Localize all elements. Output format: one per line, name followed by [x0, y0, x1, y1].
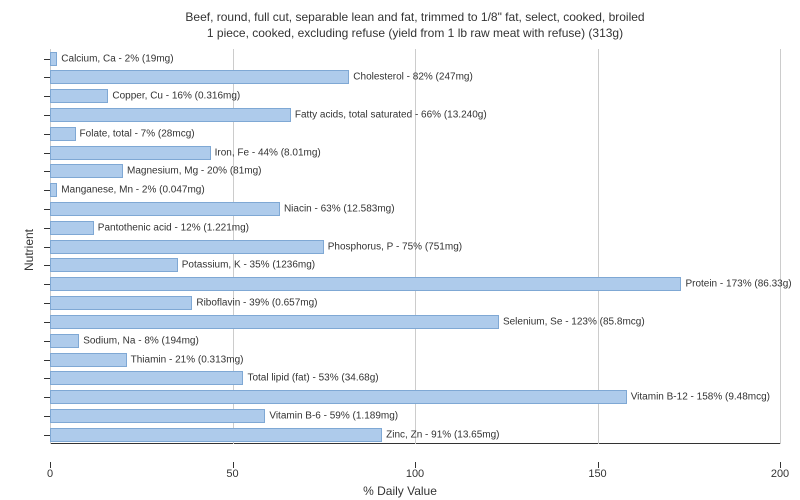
- nutrient-bar: [50, 353, 127, 367]
- nutrient-bar: [50, 108, 291, 122]
- nutrient-bar: [50, 277, 681, 291]
- bar-row: Riboflavin - 39% (0.657mg): [50, 294, 780, 313]
- bar-row: Folate, total - 7% (28mcg): [50, 124, 780, 143]
- nutrient-bar: [50, 315, 499, 329]
- bar-row: Thiamin - 21% (0.313mg): [50, 350, 780, 369]
- nutrient-bar: [50, 146, 211, 160]
- nutrient-bar: [50, 296, 192, 310]
- bar-label: Selenium, Se - 123% (85.8mcg): [503, 316, 645, 327]
- bar-label: Manganese, Mn - 2% (0.047mg): [61, 185, 204, 196]
- x-axis-label: % Daily Value: [363, 484, 437, 498]
- nutrient-bar: [50, 334, 79, 348]
- title-line-2: 1 piece, cooked, excluding refuse (yield…: [207, 26, 623, 40]
- bar-label: Magnesium, Mg - 20% (81mg): [127, 166, 262, 177]
- bar-label: Iron, Fe - 44% (8.01mg): [215, 147, 321, 158]
- bar-label: Fatty acids, total saturated - 66% (13.2…: [295, 110, 487, 121]
- bar-label: Potassium, K - 35% (1236mg): [182, 260, 315, 271]
- bar-label: Protein - 173% (86.33g): [685, 279, 791, 290]
- x-tick-label: 200: [771, 468, 789, 480]
- nutrient-bar: [50, 183, 57, 197]
- nutrient-bar: [50, 52, 57, 66]
- bar-row: Fatty acids, total saturated - 66% (13.2…: [50, 106, 780, 125]
- nutrient-bar: [50, 258, 178, 272]
- bar-row: Zinc, Zn - 91% (13.65mg): [50, 425, 780, 444]
- bar-row: Manganese, Mn - 2% (0.047mg): [50, 181, 780, 200]
- chart-title: Beef, round, full cut, separable lean an…: [50, 10, 780, 41]
- nutrient-chart: Beef, round, full cut, separable lean an…: [0, 0, 800, 500]
- bar-row: Vitamin B-6 - 59% (1.189mg): [50, 407, 780, 426]
- nutrient-bar: [50, 164, 123, 178]
- x-tick-label: 150: [588, 468, 606, 480]
- bar-label: Pantothenic acid - 12% (1.221mg): [98, 222, 249, 233]
- bar-row: Phosphorus, P - 75% (751mg): [50, 237, 780, 256]
- bar-label: Thiamin - 21% (0.313mg): [131, 354, 244, 365]
- bar-label: Cholesterol - 82% (247mg): [353, 72, 473, 83]
- nutrient-bar: [50, 428, 382, 442]
- bar-label: Calcium, Ca - 2% (19mg): [61, 53, 173, 64]
- y-axis-label: Nutrient: [22, 229, 36, 271]
- bar-row: Potassium, K - 35% (1236mg): [50, 256, 780, 275]
- nutrient-bar: [50, 409, 265, 423]
- bar-row: Total lipid (fat) - 53% (34.68g): [50, 369, 780, 388]
- nutrient-bar: [50, 127, 76, 141]
- nutrient-bar: [50, 202, 280, 216]
- bar-row: Iron, Fe - 44% (8.01mg): [50, 143, 780, 162]
- bar-label: Sodium, Na - 8% (194mg): [83, 335, 199, 346]
- bar-label: Total lipid (fat) - 53% (34.68g): [247, 373, 378, 384]
- bar-row: Sodium, Na - 8% (194mg): [50, 331, 780, 350]
- plot-area: Calcium, Ca - 2% (19mg) Cholesterol - 82%…: [50, 49, 780, 444]
- nutrient-bar: [50, 240, 324, 254]
- nutrient-bar: [50, 89, 108, 103]
- bar-row: Magnesium, Mg - 20% (81mg): [50, 162, 780, 181]
- bar-row: Copper, Cu - 16% (0.316mg): [50, 87, 780, 106]
- bar-row: Cholesterol - 82% (247mg): [50, 68, 780, 87]
- bar-label: Riboflavin - 39% (0.657mg): [196, 298, 317, 309]
- x-tick-label: 100: [406, 468, 424, 480]
- nutrient-bar: [50, 371, 243, 385]
- nutrient-bar: [50, 390, 627, 404]
- bar-label: Zinc, Zn - 91% (13.65mg): [386, 429, 499, 440]
- bar-row: Vitamin B-12 - 158% (9.48mcg): [50, 388, 780, 407]
- bar-label: Phosphorus, P - 75% (751mg): [328, 241, 462, 252]
- x-tick-label: 0: [47, 468, 53, 480]
- bar-label: Niacin - 63% (12.583mg): [284, 204, 395, 215]
- bar-row: Niacin - 63% (12.583mg): [50, 200, 780, 219]
- bar-row: Selenium, Se - 123% (85.8mcg): [50, 313, 780, 332]
- bar-label: Folate, total - 7% (28mcg): [80, 128, 195, 139]
- bar-label: Copper, Cu - 16% (0.316mg): [112, 91, 240, 102]
- bar-row: Calcium, Ca - 2% (19mg): [50, 49, 780, 68]
- bar-label: Vitamin B-12 - 158% (9.48mcg): [631, 392, 770, 403]
- bar-label: Vitamin B-6 - 59% (1.189mg): [269, 410, 398, 421]
- title-line-1: Beef, round, full cut, separable lean an…: [185, 10, 644, 24]
- nutrient-bar: [50, 221, 94, 235]
- bar-row: Protein - 173% (86.33g): [50, 275, 780, 294]
- grid-line: [780, 49, 781, 444]
- nutrient-bar: [50, 70, 349, 84]
- bar-row: Pantothenic acid - 12% (1.221mg): [50, 218, 780, 237]
- x-tick-label: 50: [226, 468, 238, 480]
- x-axis: 050100150200: [50, 462, 780, 482]
